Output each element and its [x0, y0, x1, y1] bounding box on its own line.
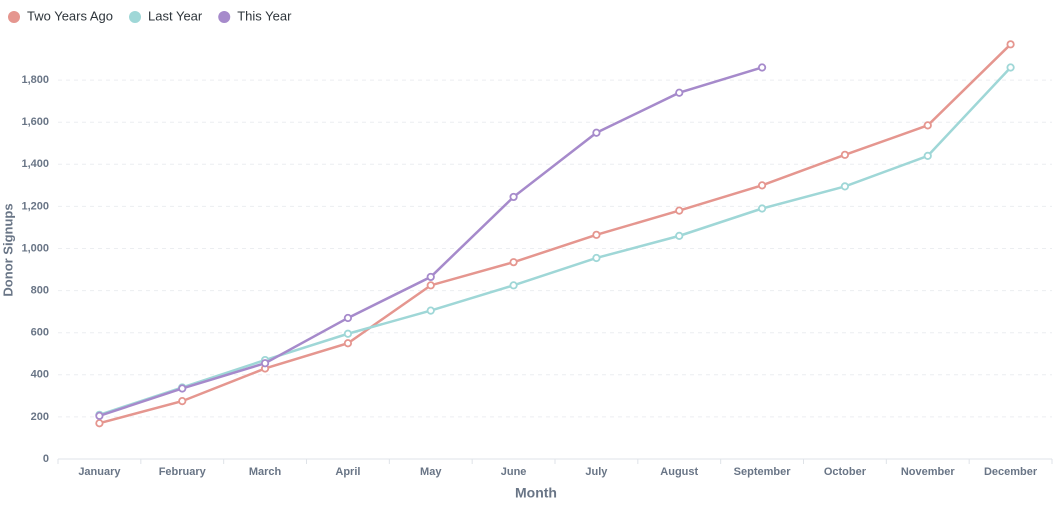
y-tick-label: 400: [31, 369, 49, 381]
data-point: [675, 231, 684, 240]
data-point: [343, 329, 353, 338]
data-point: [923, 121, 932, 130]
x-tick-label: October: [824, 466, 867, 478]
y-tick-label: 800: [31, 285, 49, 297]
x-axis-label: Month: [515, 485, 557, 501]
data-point: [509, 192, 518, 202]
legend-swatch: [8, 11, 20, 23]
x-tick-label: June: [501, 466, 527, 478]
y-axis-label: Donor Signups: [0, 203, 15, 296]
x-tick-label: March: [249, 466, 282, 478]
data-point: [675, 206, 684, 215]
data-point: [592, 230, 601, 239]
y-tick-label: 1,800: [21, 74, 49, 86]
x-tick-label: January: [78, 466, 121, 478]
data-point: [95, 419, 104, 428]
y-tick-label: 0: [43, 453, 49, 465]
y-tick-label: 1,000: [21, 242, 49, 254]
y-tick-label: 1,200: [21, 200, 49, 212]
data-point: [343, 313, 353, 323]
y-tick-label: 1,600: [21, 116, 49, 128]
data-point: [675, 88, 684, 97]
data-point: [426, 272, 435, 282]
legend-label: Two Years Ago: [27, 8, 113, 23]
x-tick-label: April: [335, 466, 360, 478]
data-point: [592, 253, 601, 263]
series-line: [99, 43, 1012, 425]
x-tick-label: September: [734, 466, 792, 478]
legend-label: This Year: [237, 8, 292, 23]
data-point: [178, 397, 187, 406]
data-point: [757, 181, 767, 190]
data-point: [426, 306, 435, 315]
data-point: [923, 151, 932, 160]
data-point: [840, 150, 850, 159]
x-tick-label: May: [420, 466, 442, 478]
data-point: [178, 384, 187, 393]
x-tick-label: November: [901, 466, 956, 478]
series-line: [99, 66, 763, 418]
data-point: [509, 258, 518, 267]
x-tick-label: August: [660, 466, 698, 478]
data-point: [757, 63, 767, 72]
data-point: [757, 204, 767, 213]
y-tick-label: 200: [31, 411, 49, 423]
data-point: [509, 281, 518, 290]
data-point: [592, 128, 601, 137]
legend-swatch: [218, 11, 231, 23]
x-tick-label: July: [585, 466, 608, 478]
legend-swatch: [129, 11, 142, 23]
series-line: [99, 66, 1012, 416]
data-point: [426, 281, 435, 290]
data-point: [260, 359, 270, 368]
data-point: [95, 411, 104, 420]
y-tick-label: 1,400: [21, 158, 49, 170]
x-tick-label: December: [984, 466, 1038, 478]
data-point: [1006, 63, 1015, 72]
data-point: [1006, 40, 1015, 49]
legend-label: Last Year: [148, 8, 203, 23]
x-tick-label: February: [159, 466, 207, 478]
data-point: [343, 339, 353, 348]
legend: Two Years Ago Last Year This Year: [8, 8, 292, 23]
y-tick-label: 600: [31, 327, 49, 339]
data-point: [840, 182, 850, 191]
